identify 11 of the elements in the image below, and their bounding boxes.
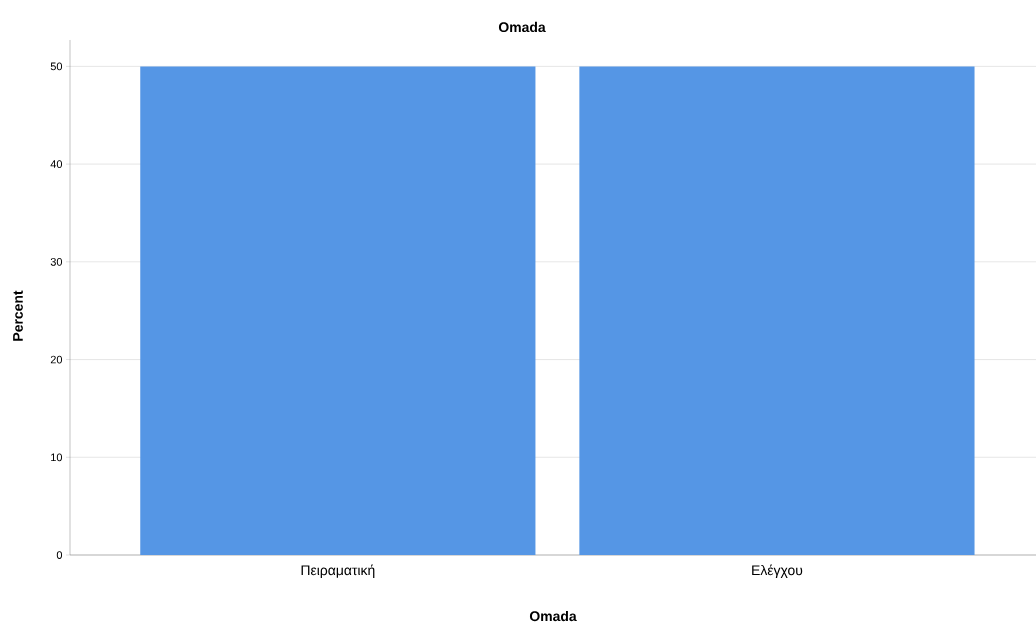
x-tick-label: Ελέγχου (752, 564, 803, 578)
y-tick-label: 10 (51, 453, 63, 462)
y-tick-label: 20 (50, 355, 63, 364)
x-tick-label: Πειραματική (301, 564, 375, 578)
y-tick-label: 0 (56, 551, 63, 559)
x-axis-title: Omada (529, 610, 577, 622)
y-tick-label: 50 (50, 62, 63, 71)
y-tick-label: 30 (50, 257, 63, 266)
y-axis-title: Percent (13, 290, 23, 341)
y-tick-label: 40 (50, 160, 63, 168)
chart-title: Omada (498, 21, 546, 33)
